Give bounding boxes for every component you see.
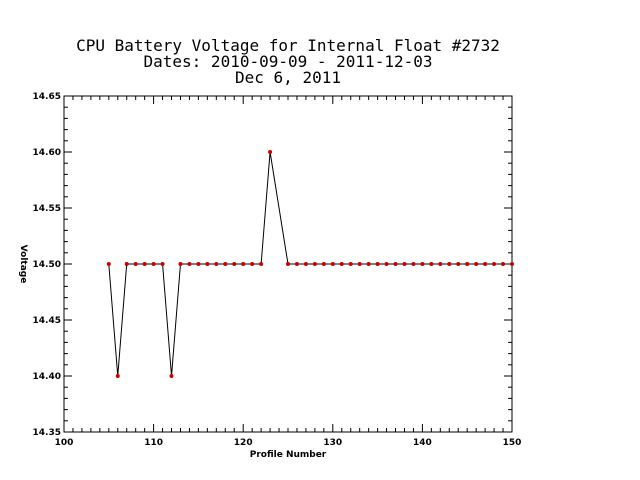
x-tick-label: 150 [503,438,522,448]
data-point [106,262,111,266]
x-tick-label: 120 [234,438,253,448]
y-tick-label: 14.60 [33,148,61,158]
data-point [429,262,434,266]
data-point [250,262,255,266]
y-tick-label: 14.45 [33,316,61,326]
x-tick-label: 140 [413,438,432,448]
data-point [402,262,407,266]
y-tick-label: 14.35 [33,428,61,438]
x-axis-label: Profile Number [250,450,327,460]
data-point [510,262,514,266]
data-point [187,262,192,266]
data-point [151,262,156,266]
data-point [492,262,497,266]
data-point [115,374,120,378]
data-point [286,262,290,266]
data-point [214,262,219,266]
y-axis-label: Voltage [18,245,28,284]
data-point [465,262,470,266]
y-tick-label: 14.65 [33,92,61,102]
chart-title-line-1: CPU Battery Voltage for Internal Float #… [76,36,500,55]
data-point [348,262,353,266]
x-tick-label: 130 [323,438,342,448]
data-point [205,262,210,266]
data-point [438,262,443,266]
data-point [411,262,416,266]
data-point [142,262,147,266]
data-point [232,262,237,266]
data-point [474,262,479,266]
series-line [108,151,512,377]
data-point [259,262,264,266]
data-point [339,262,344,266]
x-tick-label: 100 [55,438,74,448]
data-point [294,262,299,266]
data-point [483,262,488,266]
data-point [375,262,380,266]
data-point [357,262,362,266]
data-point [384,262,389,266]
chart-title-line-2: Dates: 2010-09-09 - 2011-12-03 [143,52,433,71]
chart-title-line-3: Dec 6, 2011 [235,68,341,87]
data-point [447,262,452,266]
data-point [178,262,183,266]
data-point [268,150,273,154]
y-tick-label: 14.50 [33,260,61,270]
data-point [196,262,201,266]
data-point [501,262,506,266]
data-point [456,262,461,266]
data-point [160,262,165,266]
data-point [420,262,425,266]
data-point [169,374,174,378]
data-point [133,262,138,266]
x-tick-label: 110 [144,438,163,448]
data-point [366,262,371,266]
data-point [241,262,246,266]
y-tick-label: 14.55 [33,204,61,214]
data-point [321,262,326,266]
data-point [393,262,398,266]
y-tick-label: 14.40 [33,372,61,382]
data-point [124,262,129,266]
data-point [303,262,308,266]
data-point [312,262,317,266]
data-point [223,262,228,266]
data-point [330,262,335,266]
